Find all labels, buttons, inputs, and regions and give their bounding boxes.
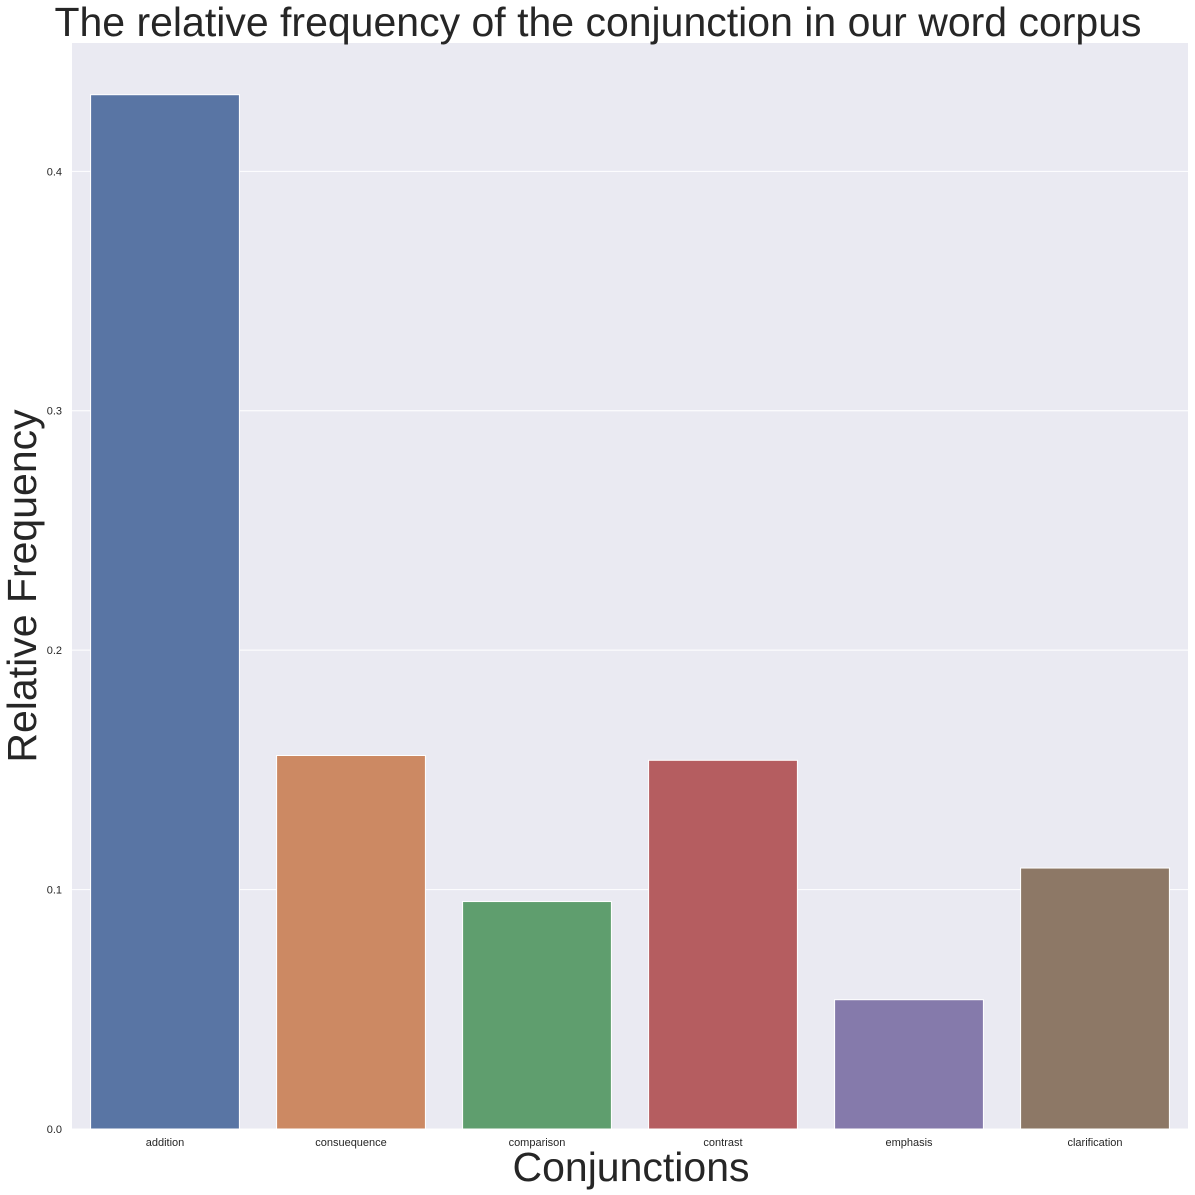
- y-tick-label: 0.2: [47, 645, 62, 657]
- y-axis-title: Relative Frequency: [0, 409, 45, 763]
- x-tick-label: comparison: [509, 1137, 566, 1149]
- grid-lines: [72, 170, 1188, 1130]
- x-axis-ticks: addition consuequence comparison contrast em…: [146, 1137, 1123, 1149]
- bars: [90, 94, 1170, 1130]
- x-axis-title: Conjunctions: [512, 1144, 749, 1190]
- y-tick-label: 0.3: [47, 406, 62, 418]
- bar-comparison: [462, 901, 612, 1130]
- y-tick-label: 0.0: [47, 1124, 62, 1136]
- bar-contrast: [648, 759, 798, 1130]
- bar-consuequence: [276, 755, 426, 1130]
- y-tick-label: 0.4: [47, 166, 62, 178]
- x-tick-label: emphasis: [885, 1137, 933, 1149]
- bar-addition: [90, 94, 240, 1130]
- plot-area: [72, 43, 1188, 1129]
- bar-emphasis: [834, 999, 984, 1130]
- chart-title: The relative frequency of the conjunctio…: [54, 0, 1141, 45]
- x-tick-label: clarification: [1067, 1137, 1122, 1149]
- x-tick-label: consuequence: [315, 1137, 387, 1149]
- x-tick-label: contrast: [703, 1137, 742, 1149]
- y-axis-ticks: 0.0 0.1 0.2 0.3 0.4: [47, 166, 62, 1136]
- y-tick-label: 0.1: [47, 885, 62, 897]
- x-tick-label: addition: [146, 1137, 185, 1149]
- bar-clarification: [1020, 867, 1170, 1130]
